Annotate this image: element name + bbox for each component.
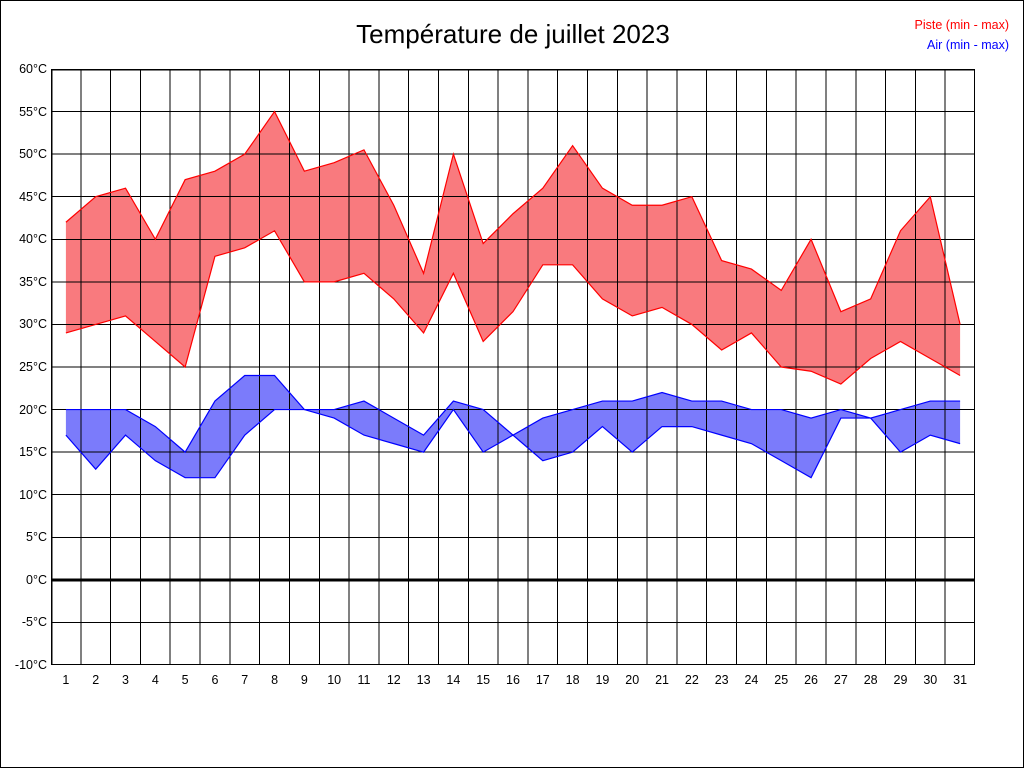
y-axis-tick-label: 50°C <box>19 147 47 162</box>
x-axis-tick-label: 22 <box>684 673 699 687</box>
y-axis-tick-label: 55°C <box>19 104 47 119</box>
x-axis-tick-label: 6 <box>211 673 219 687</box>
legend: Piste (min - max) Air (min - max) <box>915 15 1009 55</box>
piste-min-line <box>65 229 961 385</box>
x-axis-tick-label: 30 <box>923 673 938 687</box>
x-axis-tick-label: 3 <box>122 673 129 687</box>
x-axis-tick-label: 18 <box>565 673 580 687</box>
x-axis-labels: 1 2 3 4 5 6 7 8 9 10 11 12 13 14 15 16 17 18 19 20 21 22 23 24 2… <box>51 671 975 695</box>
x-axis-tick-label: 15 <box>476 673 491 687</box>
y-axis-tick-label: 45°C <box>19 189 47 204</box>
y-axis-tick-label: 25°C <box>19 360 47 374</box>
x-axis-tick-label: 27 <box>833 673 848 687</box>
plot-area <box>51 69 975 665</box>
x-axis-tick-label: 17 <box>535 673 550 687</box>
x-axis-tick-label: 1 <box>62 673 70 687</box>
legend-item-piste: Piste (min - max) <box>914 18 1009 32</box>
x-axis-tick-label: 25 <box>774 673 789 687</box>
y-axis-tick-label: 15°C <box>19 445 47 460</box>
plot-border <box>51 69 975 665</box>
x-axis-tick-label: 2 <box>92 673 100 687</box>
y-axis-tick-label: -10°C <box>14 658 47 672</box>
x-axis-tick-label: 16 <box>506 673 520 687</box>
x-axis-tick-label: 7 <box>241 673 249 687</box>
air-min-line <box>65 408 961 479</box>
x-axis-tick-label: 8 <box>271 673 279 687</box>
y-axis-tick-label: 10°C <box>19 487 47 502</box>
legend-item-air: Air (min - max) <box>927 38 1009 52</box>
x-axis-tick-label: 14 <box>446 673 461 687</box>
y-axis-tick-label: 5°C <box>26 530 47 545</box>
x-axis-tick-label: 13 <box>416 673 431 687</box>
y-axis-tick-label: -5°C <box>21 615 47 630</box>
x-axis-tick-label: 12 <box>386 673 401 687</box>
y-axis-tick-label: 0°C <box>26 572 47 587</box>
gridlines <box>51 69 975 665</box>
y-axis-labels: -10°C -5°C 0°C 5°C 10°C 15°C 20°C 25°C 30°C 35°C 4… <box>1 62 47 672</box>
x-axis-tick-label: 21 <box>655 673 669 687</box>
y-axis-tick-label: 30°C <box>19 317 47 332</box>
piste-max-line <box>65 110 961 325</box>
x-axis-tick-label: 19 <box>595 673 610 687</box>
x-axis-tick-label: 4 <box>151 673 159 687</box>
y-axis-tick-label: 60°C <box>19 62 47 76</box>
x-axis-tick-label: 9 <box>300 673 308 687</box>
x-axis-tick-label: 5 <box>181 673 189 687</box>
x-axis-tick-label: 11 <box>357 673 371 687</box>
y-axis-tick-label: 40°C <box>19 232 47 247</box>
chart-svg <box>51 69 975 665</box>
y-axis-tick-label: 35°C <box>19 274 47 289</box>
x-axis-tick-label: 28 <box>863 673 878 687</box>
x-axis-tick-label: 31 <box>953 673 968 687</box>
y-axis-tick-label: 20°C <box>19 402 47 417</box>
x-axis-tick-label: 10 <box>327 673 342 687</box>
x-axis-tick-label: 29 <box>893 673 908 687</box>
x-axis-tick-label: 24 <box>744 673 759 687</box>
x-axis-tick-label: 23 <box>714 673 729 687</box>
x-axis-tick-label: 26 <box>804 673 819 687</box>
page-title: Température de juillet 2023 <box>356 19 670 49</box>
x-axis-tick-label: 20 <box>625 673 640 687</box>
